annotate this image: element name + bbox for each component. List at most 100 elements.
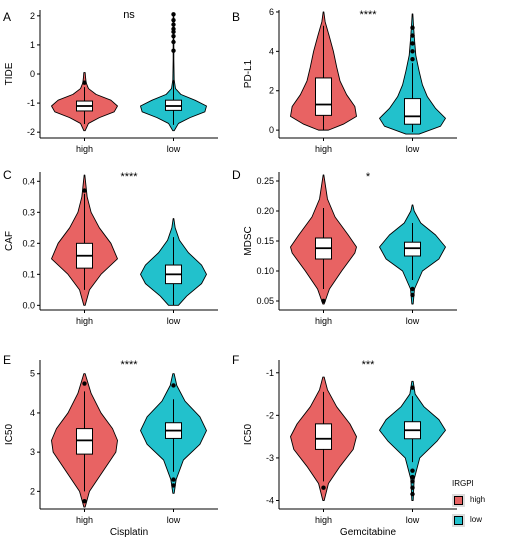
y-axis-title-b: PD-L1 <box>243 59 254 88</box>
y-tick-label-e-3: 5 <box>30 369 35 379</box>
panel-tag-e: E <box>3 353 11 367</box>
panel-tag-f: F <box>232 353 239 367</box>
outlier-f-low-low-2 <box>410 479 415 484</box>
y-tick-label-f-1: -3 <box>266 453 274 463</box>
y-tick-label-d-0: 0.05 <box>256 296 274 306</box>
panel-tag-b: B <box>232 10 240 24</box>
panel-d: D * 0.05 0.10 0.15 0.20 0.25 MDSC high low <box>232 168 457 326</box>
x-tick-label-e-low: low <box>167 515 181 525</box>
y-axis-title-f: IC50 <box>243 424 254 446</box>
y-tick-label-f-2: -2 <box>266 410 274 420</box>
legend-item-high: high <box>452 491 512 511</box>
x-tick-label-b-low: low <box>406 144 420 154</box>
legend-item-low: low <box>452 511 512 531</box>
outlier-a-low-high-1 <box>171 39 176 45</box>
outlier-e-low-low-1 <box>171 477 176 482</box>
outlier-a-low-high-5 <box>171 22 176 27</box>
outlier-b-low-high-3 <box>410 33 415 38</box>
legend-swatch-low <box>452 514 465 527</box>
outlier-b-low-high-2 <box>410 41 415 46</box>
outlier-d-low-low-1 <box>410 286 415 292</box>
x-tick-label-f-high: high <box>315 515 332 525</box>
legend-label-high: high <box>470 495 486 504</box>
x-tick-label-f-low: low <box>406 515 420 525</box>
panel-tag-a: A <box>3 10 11 24</box>
x-tick-label-c-high: high <box>76 316 93 326</box>
y-tick-label-c-3: 0.3 <box>22 207 35 217</box>
y-tick-label-a-4: 2 <box>30 11 35 21</box>
y-tick-label-e-2: 4 <box>30 408 35 418</box>
y-tick-label-c-2: 0.2 <box>22 238 35 248</box>
y-tick-label-a-1: -1 <box>27 98 35 108</box>
box-b-low <box>404 98 421 125</box>
x-tick-label-d-low: low <box>406 316 420 326</box>
outlier-e-high-low-0 <box>82 498 87 504</box>
outlier-f-low-low-4 <box>410 491 415 497</box>
legend-key-high <box>454 496 463 505</box>
outlier-f-low-low-3 <box>410 485 415 490</box>
y-tick-label-c-0: 0.0 <box>22 300 35 310</box>
y-tick-label-a-0: -2 <box>27 127 35 137</box>
y-tick-label-f-0: -4 <box>266 495 274 505</box>
outlier-f-low-low-1 <box>410 474 415 480</box>
outlier-a-low-high-7 <box>171 12 176 17</box>
y-tick-label-e-0: 2 <box>30 486 35 496</box>
y-tick-label-b-3: 6 <box>269 7 274 17</box>
legend-title: IRGPI <box>452 479 474 488</box>
y-tick-label-d-4: 0.25 <box>256 176 274 186</box>
y-tick-label-e-1: 3 <box>30 447 35 457</box>
x-tick-label-e-high: high <box>76 515 93 525</box>
panel-c: C **** 0.0 0.1 0.2 0.3 0.4 CAF high low <box>3 168 218 326</box>
y-tick-label-c-4: 0.4 <box>22 176 35 186</box>
outlier-d-low-low-0 <box>410 292 415 298</box>
outlier-a-low-high-2 <box>171 33 176 39</box>
significance-label-d: * <box>366 171 371 183</box>
legend-swatch-high <box>452 494 465 507</box>
outlier-a-low-high-4 <box>171 26 176 32</box>
y-tick-label-b-0: 0 <box>269 125 274 135</box>
y-axis-title-d: MDSC <box>243 226 254 255</box>
x-axis-title-f: Gemcitabine <box>340 527 397 538</box>
outlier-f-high-low-0 <box>321 485 326 490</box>
legend-key-low <box>454 516 463 525</box>
x-axis-title-e: Cisplatin <box>110 527 148 538</box>
outlier-f-low-high-0 <box>410 385 415 390</box>
outlier-a-low-high-0 <box>171 48 176 53</box>
box-b-high <box>315 77 332 116</box>
outlier-b-low-high-1 <box>410 49 415 54</box>
x-tick-label-b-high: high <box>315 144 332 154</box>
legend-label-low: low <box>470 515 483 524</box>
x-tick-label-a-low: low <box>167 144 181 154</box>
outlier-f-low-low-0 <box>410 468 415 473</box>
y-tick-label-d-2: 0.15 <box>256 236 274 246</box>
significance-label-c: **** <box>120 171 138 183</box>
y-axis-title-c: CAF <box>4 231 15 251</box>
legend: IRGPI high low <box>452 479 512 539</box>
significance-label-b: **** <box>359 9 377 21</box>
y-tick-label-f-3: -1 <box>266 368 274 378</box>
box-e-high <box>76 428 93 455</box>
outlier-c-high-high-0 <box>82 188 87 193</box>
outlier-b-low-high-0 <box>410 57 415 62</box>
y-tick-label-b-1: 2 <box>269 86 274 96</box>
panel-e: E **** 2 3 4 5 IC50 high low Cisplatin <box>3 353 218 538</box>
significance-label-e: **** <box>120 359 138 371</box>
y-tick-label-a-3: 1 <box>30 40 35 50</box>
outlier-e-low-high-0 <box>171 383 176 388</box>
significance-label-a: ns <box>123 9 135 21</box>
significance-label-f: *** <box>362 359 376 371</box>
panel-f: F *** -4 -3 -2 -1 IC50 high low Gemcitabine <box>232 353 457 538</box>
y-axis-title-a: TIDE <box>4 62 15 85</box>
x-tick-label-d-high: high <box>315 316 332 326</box>
outlier-e-low-low-0 <box>171 483 176 488</box>
y-axis-title-e: IC50 <box>4 424 15 446</box>
box-d-low <box>404 241 421 257</box>
outlier-d-high-low-0 <box>321 298 326 304</box>
panel-tag-d: D <box>232 168 241 182</box>
panel-tag-c: C <box>3 168 12 182</box>
y-tick-label-d-1: 0.10 <box>256 266 274 276</box>
y-tick-label-c-1: 0.1 <box>22 269 35 279</box>
x-tick-label-c-low: low <box>167 316 181 326</box>
